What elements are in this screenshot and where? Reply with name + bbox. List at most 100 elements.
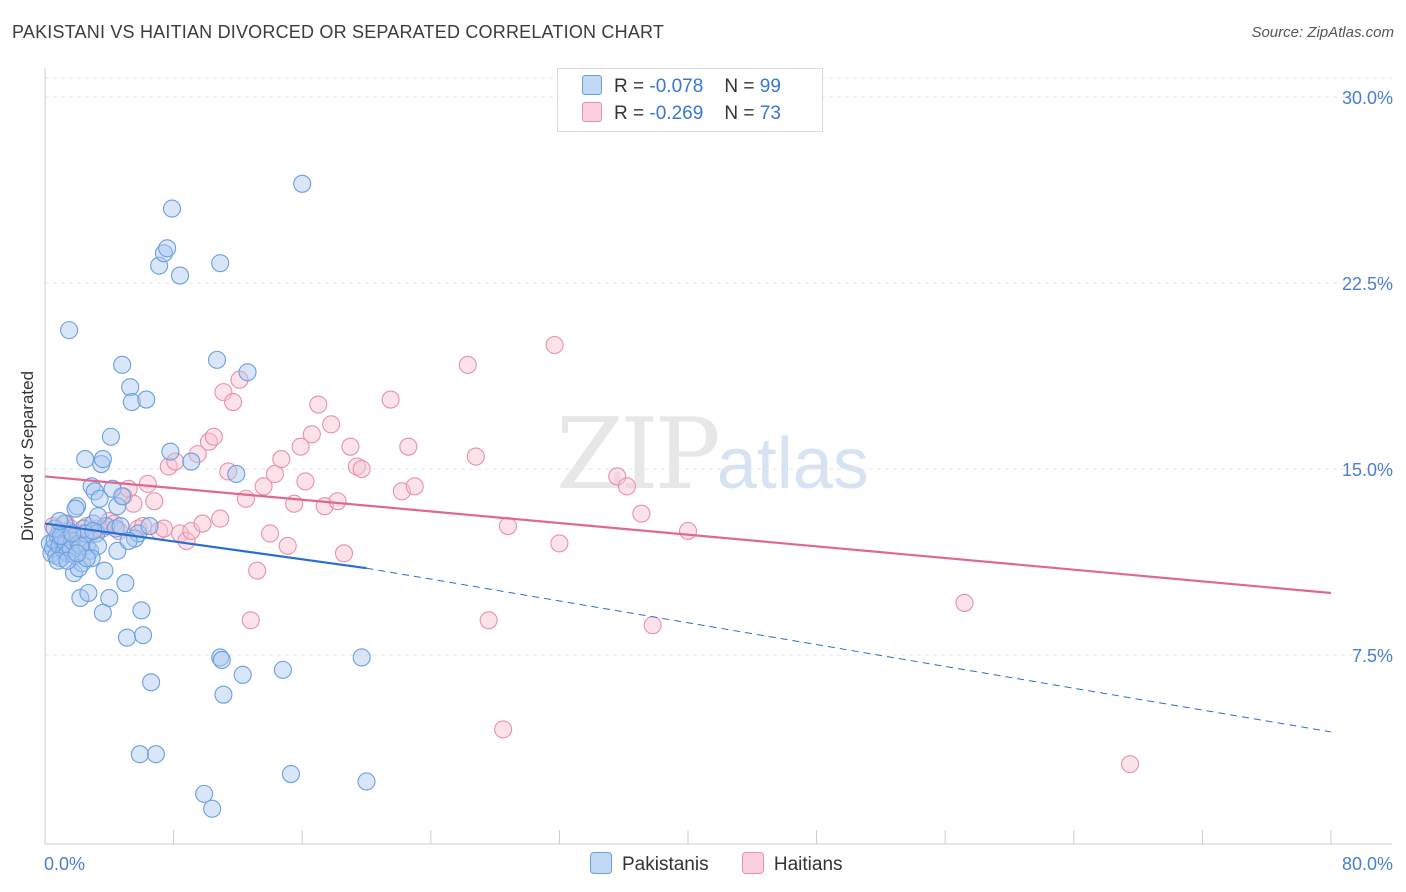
watermark-zip: ZIP xyxy=(556,398,721,512)
haitian-point xyxy=(241,611,260,630)
pakistani-point xyxy=(63,524,82,543)
haitian-point xyxy=(405,477,424,496)
pakistani-point xyxy=(121,378,140,397)
haitian-point xyxy=(617,477,636,496)
pakistani-point xyxy=(352,648,371,667)
haitian-point xyxy=(399,437,418,456)
haitian-point xyxy=(291,437,310,456)
pakistani-point xyxy=(357,772,376,791)
pakistani-point xyxy=(60,321,79,340)
pakistani-point xyxy=(103,479,122,498)
pakistani-point xyxy=(238,363,257,382)
pakistani-point xyxy=(142,673,161,692)
legend-swatch-haitians xyxy=(741,852,764,874)
pakistani-point xyxy=(170,266,190,285)
legend-item-pakistanis[interactable]: Pakistanis xyxy=(590,852,709,876)
pakistani-point xyxy=(132,601,151,620)
haitian-point xyxy=(632,504,651,523)
pakistani-point xyxy=(154,244,174,263)
haitian-point xyxy=(254,477,273,496)
haitian-point xyxy=(643,616,662,635)
pakistani-point xyxy=(203,799,222,818)
haitian-point xyxy=(466,447,485,466)
pakistani-point xyxy=(130,745,149,764)
legend-swatch-haitians xyxy=(582,102,602,122)
haitian-point xyxy=(328,492,347,511)
pakistani-point xyxy=(113,355,132,374)
pakistani-point xyxy=(122,392,141,412)
pakistani-point xyxy=(93,603,112,622)
correlation-legend: R = -0.078 N = 99 R = -0.269 N = 73 xyxy=(557,68,823,132)
haitian-point xyxy=(138,474,157,493)
haitian-point xyxy=(154,519,174,538)
pakistani-point xyxy=(161,442,180,461)
pakistani-point xyxy=(48,551,67,570)
pakistani-point xyxy=(111,516,130,536)
pakistani-point xyxy=(77,549,96,568)
pakistani-point xyxy=(227,464,246,484)
pakistani-point xyxy=(100,588,119,608)
pakistani-point xyxy=(117,628,137,647)
haitian-point xyxy=(955,593,974,612)
pakistani-point xyxy=(113,487,132,506)
legend-item-haitians[interactable]: Haitians xyxy=(741,852,843,876)
legend-n-label: N = xyxy=(724,76,755,97)
pakistani-point xyxy=(212,650,231,670)
pakistani-point xyxy=(82,549,101,568)
haitian-point xyxy=(458,355,477,374)
pakistani-point xyxy=(158,239,177,258)
haitian-point xyxy=(188,445,207,464)
y-tick-label: 30.0% xyxy=(1342,88,1393,108)
haitian-point xyxy=(322,415,341,434)
legend-r-label: R = xyxy=(614,103,645,124)
pakistani-point xyxy=(273,660,292,679)
pakistani-point xyxy=(214,685,233,704)
pakistani-trend-extension xyxy=(366,567,1332,733)
pakistani-point xyxy=(68,544,87,563)
haitian-point xyxy=(166,452,185,471)
haitian-trend-line xyxy=(44,475,1332,595)
pakistani-point xyxy=(134,626,153,645)
pakistani-point xyxy=(182,452,201,471)
haitian-point xyxy=(236,489,255,508)
pakistani-point xyxy=(233,665,252,684)
haitian-point xyxy=(145,492,164,511)
y-tick-label: 15.0% xyxy=(1342,460,1393,480)
pakistani-point xyxy=(101,427,120,446)
haitian-point xyxy=(224,392,243,412)
haitian-point xyxy=(211,509,230,528)
haitian-point xyxy=(204,427,223,446)
pakistani-point xyxy=(137,390,156,409)
haitian-point xyxy=(498,516,518,536)
haitian-point xyxy=(309,395,328,414)
haitian-point xyxy=(1121,755,1140,774)
haitian-point xyxy=(193,514,212,533)
haitian-point xyxy=(341,437,360,456)
legend-row-pakistanis: R = -0.078 N = 99 xyxy=(582,75,781,101)
watermark-atlas: atlas xyxy=(716,424,869,504)
haitian-point xyxy=(248,561,267,580)
haitian-point xyxy=(265,464,284,484)
pakistani-point xyxy=(95,561,114,580)
haitian-point xyxy=(100,512,119,531)
haitian-point xyxy=(302,425,321,444)
legend-n-label: N = xyxy=(724,103,755,124)
pakistani-point xyxy=(146,745,165,764)
haitian-point xyxy=(352,459,371,479)
pakistani-point xyxy=(195,784,214,803)
pakistani-point xyxy=(108,497,127,516)
haitian-point xyxy=(381,390,400,409)
x-tick-label: 80.0% xyxy=(1342,854,1393,874)
legend-label-haitians: Haitians xyxy=(773,854,843,875)
pakistani-trend-line xyxy=(44,522,367,570)
haitian-point xyxy=(608,467,627,486)
haitian-point xyxy=(296,472,315,491)
legend-swatch-pakistanis xyxy=(590,852,612,874)
pakistani-point xyxy=(293,174,312,193)
pakistani-point xyxy=(211,254,230,273)
legend-r-label: R = xyxy=(614,76,645,97)
pakistani-point xyxy=(140,516,159,536)
legend-label-pakistanis: Pakistanis xyxy=(622,854,709,875)
legend-n-value: 73 xyxy=(759,103,781,124)
